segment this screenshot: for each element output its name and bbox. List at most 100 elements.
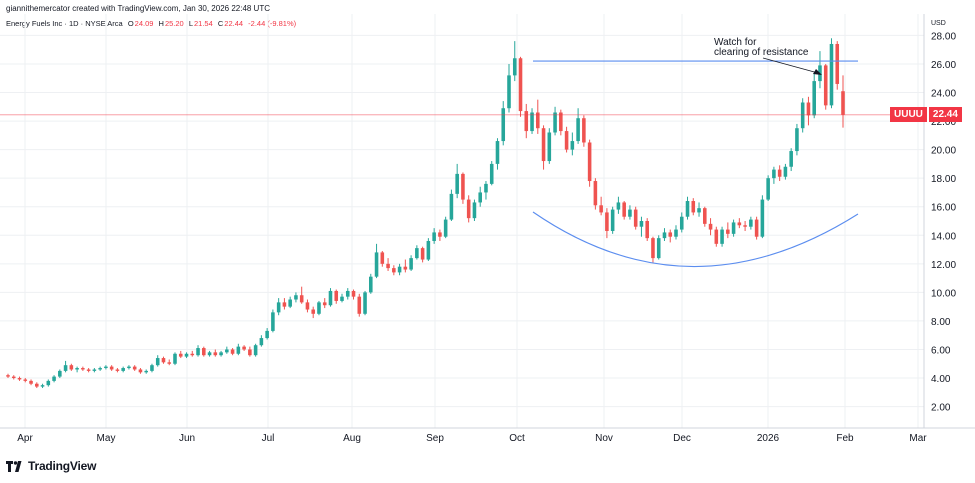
candle-body <box>800 102 805 129</box>
candle-body <box>812 81 816 116</box>
candle <box>708 218 713 236</box>
candle-body <box>403 266 408 270</box>
candle <box>461 172 465 204</box>
candle <box>466 195 471 223</box>
candle-body <box>40 385 45 387</box>
high-value: 25.20 <box>164 19 184 28</box>
candle <box>697 202 701 217</box>
candle <box>109 365 114 371</box>
candle-body <box>58 370 62 377</box>
candle-body <box>530 112 534 132</box>
candle <box>610 206 615 234</box>
price-tick-label: 24.00 <box>931 89 956 100</box>
candle-body <box>472 202 477 219</box>
candle-body <box>299 295 304 303</box>
candle <box>69 363 74 371</box>
candle <box>271 309 275 333</box>
candle <box>150 363 154 373</box>
price-tick-label: 2.00 <box>931 403 951 414</box>
candle-body <box>703 208 707 224</box>
candles <box>6 38 845 389</box>
candle-body <box>322 302 327 306</box>
price-tag-symbol: UUUU <box>890 107 927 123</box>
candle-body <box>345 290 350 297</box>
change-value: -2.44 (-9.81%) <box>248 19 297 28</box>
candle <box>720 226 724 247</box>
candle <box>415 245 419 260</box>
candle-body <box>536 112 540 129</box>
candle-body <box>311 309 315 314</box>
open-value: 24.09 <box>134 19 154 28</box>
time-tick-label: Jun <box>179 433 195 444</box>
candle-body <box>81 368 85 370</box>
candle <box>167 359 172 366</box>
candle-body <box>564 131 569 150</box>
candle <box>455 163 459 199</box>
candle-body <box>29 380 33 384</box>
candle <box>731 219 736 237</box>
candle <box>259 335 264 347</box>
candle <box>766 175 770 202</box>
candle <box>409 255 413 271</box>
candle <box>138 368 143 374</box>
candle <box>173 352 177 366</box>
candle-body <box>616 202 621 210</box>
candle-body <box>432 232 436 241</box>
candle-body <box>173 353 177 364</box>
candle-body <box>605 212 609 231</box>
candle <box>685 196 690 220</box>
candle-body <box>443 219 448 237</box>
time-tick-label: Nov <box>595 433 613 444</box>
time-tick-label: May <box>97 433 116 444</box>
candle <box>345 288 350 300</box>
candle <box>17 376 22 381</box>
candle <box>749 216 753 230</box>
candle <box>553 106 557 136</box>
time-tick-label: Feb <box>836 433 854 444</box>
cup-curve[interactable] <box>532 211 859 268</box>
candle <box>190 350 195 357</box>
candle <box>795 123 799 156</box>
candle-body <box>334 290 339 301</box>
candle <box>288 296 292 309</box>
candle-body <box>622 202 626 217</box>
candle-body <box>754 219 759 237</box>
candle-body <box>127 366 131 369</box>
candle <box>426 238 431 261</box>
candle-body <box>610 209 615 231</box>
candle-body <box>708 223 713 230</box>
candle <box>501 101 506 146</box>
candle-body <box>524 111 529 132</box>
candle <box>369 273 373 294</box>
candle-body <box>656 238 661 259</box>
candle <box>829 38 834 109</box>
time-tick-label: Jul <box>262 433 275 444</box>
candle-body <box>628 209 632 217</box>
price-tick-label: 22.00 <box>931 117 956 128</box>
candle-body <box>835 43 840 84</box>
candle-body <box>685 201 690 217</box>
candle <box>202 346 206 357</box>
candle <box>841 75 845 128</box>
candle-body <box>726 229 730 234</box>
tradingview-logo[interactable]: TradingView <box>6 459 96 473</box>
candle <box>144 369 148 374</box>
candle <box>178 350 183 359</box>
candle <box>213 349 218 357</box>
candle-body <box>731 222 736 234</box>
candle-body <box>438 232 442 237</box>
candle <box>374 243 379 279</box>
candle <box>582 115 586 147</box>
candle-body <box>772 169 776 179</box>
candle-body <box>11 376 16 379</box>
candle-body <box>743 225 747 227</box>
candle-body <box>749 219 753 227</box>
time-tick-label: Apr <box>17 433 33 444</box>
candle <box>656 235 661 260</box>
candle <box>11 375 16 380</box>
price-tick-label: 6.00 <box>931 345 951 356</box>
candle <box>207 350 212 357</box>
candle <box>351 289 356 300</box>
candle-body <box>380 252 385 264</box>
